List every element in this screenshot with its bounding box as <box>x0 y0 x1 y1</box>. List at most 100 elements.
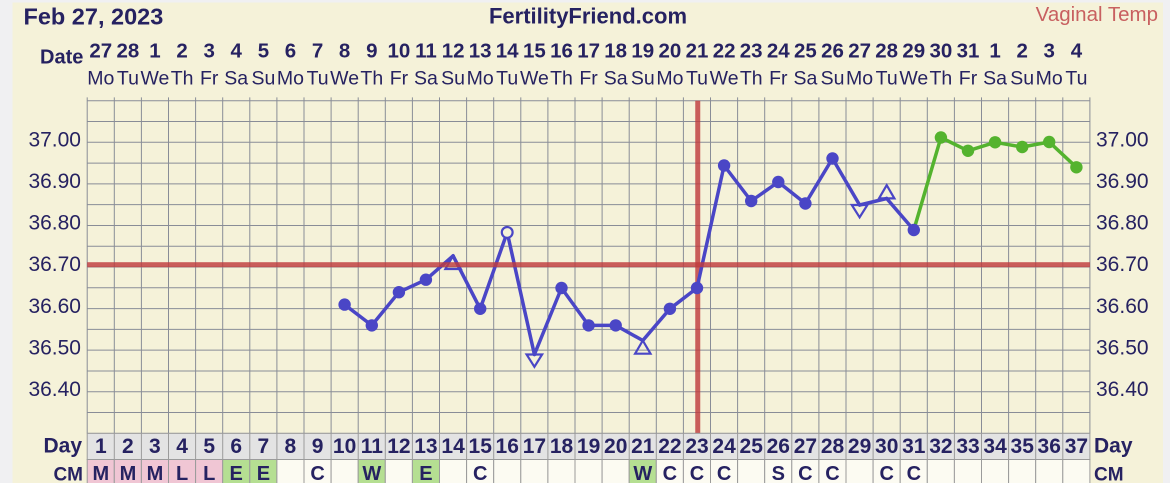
svg-text:C: C <box>310 463 324 483</box>
svg-text:FertilityFriend.com: FertilityFriend.com <box>489 4 687 29</box>
svg-text:10: 10 <box>333 435 356 458</box>
svg-text:Sa: Sa <box>983 68 1007 90</box>
svg-text:18: 18 <box>604 40 627 63</box>
svg-text:Th: Th <box>930 68 953 90</box>
svg-text:30: 30 <box>929 40 952 63</box>
svg-text:W: W <box>362 463 381 483</box>
svg-text:18: 18 <box>550 435 574 458</box>
svg-text:Tu: Tu <box>117 68 139 90</box>
svg-text:1: 1 <box>149 40 160 63</box>
svg-text:24: 24 <box>767 40 790 63</box>
svg-text:32: 32 <box>929 435 952 458</box>
svg-text:28: 28 <box>821 435 845 458</box>
svg-text:37.00: 37.00 <box>1096 129 1149 152</box>
svg-text:CM: CM <box>53 465 83 484</box>
svg-text:6: 6 <box>230 435 242 458</box>
svg-text:14: 14 <box>496 40 519 63</box>
svg-text:36.80: 36.80 <box>1096 212 1149 235</box>
svg-text:19: 19 <box>631 40 654 63</box>
svg-text:Mo: Mo <box>467 68 494 90</box>
svg-text:L: L <box>176 463 188 483</box>
svg-text:36.80: 36.80 <box>28 212 81 235</box>
svg-text:26: 26 <box>821 40 844 63</box>
svg-text:Fr: Fr <box>959 68 978 90</box>
svg-text:C: C <box>798 463 812 483</box>
svg-text:Sa: Sa <box>604 68 628 90</box>
svg-text:We: We <box>710 68 739 90</box>
svg-text:W: W <box>633 463 652 483</box>
svg-text:Tu: Tu <box>496 68 518 90</box>
svg-text:Date: Date <box>40 47 83 69</box>
svg-text:E: E <box>419 463 432 483</box>
svg-text:CM: CM <box>1094 465 1124 484</box>
svg-text:22: 22 <box>713 40 736 63</box>
svg-text:Sa: Sa <box>224 68 248 90</box>
svg-text:Th: Th <box>360 68 383 90</box>
svg-text:M: M <box>120 463 137 483</box>
svg-text:M: M <box>92 463 109 483</box>
svg-text:C: C <box>825 463 839 483</box>
svg-text:Fr: Fr <box>390 68 409 90</box>
svg-text:Mo: Mo <box>277 68 304 90</box>
svg-text:36.70: 36.70 <box>1096 253 1149 276</box>
svg-text:34: 34 <box>983 435 1007 458</box>
svg-text:5: 5 <box>203 435 215 458</box>
svg-text:17: 17 <box>577 40 600 63</box>
svg-text:25: 25 <box>794 40 817 63</box>
svg-text:Su: Su <box>441 68 465 90</box>
svg-text:37.00: 37.00 <box>28 129 81 152</box>
svg-text:Th: Th <box>550 68 573 90</box>
svg-text:3: 3 <box>1043 40 1054 63</box>
svg-text:C: C <box>717 463 731 483</box>
svg-text:S: S <box>772 463 785 483</box>
svg-text:36.60: 36.60 <box>28 295 81 318</box>
svg-text:Mo: Mo <box>656 68 683 90</box>
svg-text:15: 15 <box>523 40 546 63</box>
svg-text:8: 8 <box>285 435 297 458</box>
svg-text:16: 16 <box>550 40 573 63</box>
svg-text:12: 12 <box>442 40 465 63</box>
svg-text:3: 3 <box>203 40 214 63</box>
svg-text:21: 21 <box>631 435 655 458</box>
svg-text:31: 31 <box>902 435 926 458</box>
svg-text:24: 24 <box>712 435 736 458</box>
svg-text:L: L <box>203 463 215 483</box>
svg-text:20: 20 <box>604 435 627 458</box>
svg-text:We: We <box>140 68 169 90</box>
svg-text:Th: Th <box>740 68 763 90</box>
svg-text:36.40: 36.40 <box>28 378 81 401</box>
svg-text:Th: Th <box>171 68 194 90</box>
svg-text:4: 4 <box>230 40 242 63</box>
svg-text:36.70: 36.70 <box>28 253 81 276</box>
svg-text:Tu: Tu <box>686 68 708 90</box>
svg-text:Day: Day <box>43 435 82 458</box>
svg-text:25: 25 <box>740 435 764 458</box>
svg-text:33: 33 <box>956 435 979 458</box>
svg-text:23: 23 <box>740 40 763 63</box>
svg-text:Su: Su <box>251 68 275 90</box>
svg-text:7: 7 <box>312 40 323 63</box>
svg-text:28: 28 <box>875 40 898 63</box>
svg-text:4: 4 <box>1071 40 1083 63</box>
svg-text:22: 22 <box>658 435 681 458</box>
svg-text:1: 1 <box>989 40 1000 63</box>
svg-text:E: E <box>230 463 243 483</box>
svg-text:Su: Su <box>1010 68 1034 90</box>
svg-text:12: 12 <box>387 435 410 458</box>
svg-text:2: 2 <box>122 435 134 458</box>
svg-text:27: 27 <box>794 435 817 458</box>
svg-text:2: 2 <box>1016 40 1027 63</box>
svg-text:36.90: 36.90 <box>28 170 81 193</box>
svg-text:C: C <box>879 463 893 483</box>
svg-text:13: 13 <box>469 40 492 63</box>
svg-text:36.40: 36.40 <box>1096 378 1149 401</box>
svg-text:23: 23 <box>685 435 708 458</box>
svg-text:Tu: Tu <box>307 68 329 90</box>
svg-text:Tu: Tu <box>876 68 898 90</box>
svg-text:Mo: Mo <box>87 68 114 90</box>
svg-text:21: 21 <box>686 40 709 63</box>
svg-text:29: 29 <box>848 435 871 458</box>
svg-text:Mo: Mo <box>846 68 873 90</box>
svg-text:Feb 27, 2023: Feb 27, 2023 <box>24 4 164 30</box>
svg-text:Day: Day <box>1094 435 1133 458</box>
